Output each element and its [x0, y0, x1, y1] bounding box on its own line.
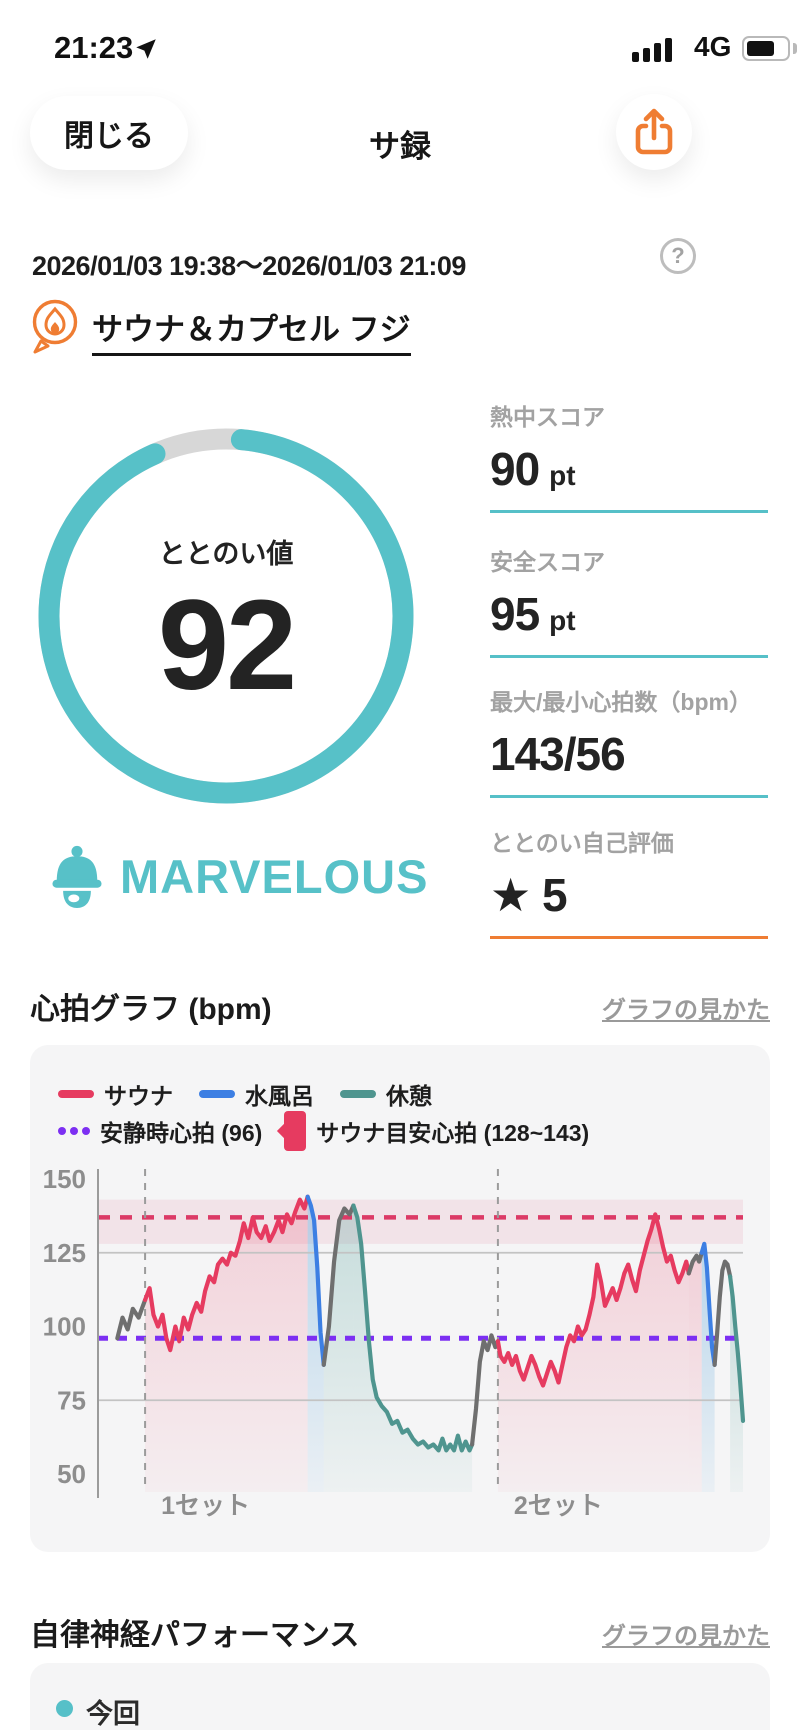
gauge-value: 92: [157, 574, 297, 717]
phase-area-fill: [323, 1205, 354, 1492]
hr-section-title: 心拍グラフ (bpm): [30, 993, 272, 1026]
stat-unit: pt: [549, 605, 576, 636]
hr-legend-row-2: 安静時心拍 (96) サウナ目安心拍 (128~143): [58, 1111, 589, 1151]
hr-segment-rest: [351, 1203, 475, 1453]
ans-section-title: 自律神経パフォーマンス: [30, 1619, 360, 1652]
stat-value: 95: [490, 588, 540, 640]
stat-underline: [490, 795, 768, 798]
hr-legend-row-1: サウナ 水風呂 休憩: [58, 1077, 432, 1111]
hr-segment-rest: [727, 1274, 746, 1423]
hr-segment-transition: [686, 1250, 704, 1276]
stat-underline: [490, 936, 768, 939]
current-session-dot: [56, 1700, 73, 1717]
rating-row: MARVELOUS: [48, 844, 428, 908]
page-title: サ録: [369, 129, 431, 164]
signal-strength-icon: [632, 36, 684, 62]
phase-area-fill: [701, 1243, 715, 1492]
phase-area-fill: [688, 1252, 702, 1492]
rating-label: MARVELOUS: [120, 849, 429, 903]
resting-hr-dotted-swatch: [58, 1127, 90, 1135]
share-button[interactable]: [616, 94, 692, 170]
stat-label: ととのい自己評価: [490, 830, 674, 856]
hr-segment-cold: [699, 1241, 717, 1367]
stat-heat-score: 熱中スコア 90 pt: [490, 398, 768, 513]
current-session-label: 今回: [86, 1699, 140, 1729]
hr-segment-cold: [305, 1194, 326, 1367]
stat-underline: [490, 655, 768, 658]
ans-chart-card: [30, 1663, 770, 1730]
phase-area-fill: [145, 1196, 308, 1492]
venue-link[interactable]: サウナ＆カプセル フジ: [92, 304, 411, 356]
battery-nub: [793, 43, 797, 54]
stat-self-rating: ととのい自己評価 ★ 5: [490, 824, 768, 939]
hr-chart-card: サウナ 水風呂 休憩 安静時心拍 (96) サウナ目安心拍 (128~143): [30, 1045, 770, 1552]
stat-value: 90: [490, 443, 540, 495]
help-icon[interactable]: ?: [660, 238, 696, 274]
stat-underline: [490, 510, 768, 513]
legend-item-rest: 休憩: [340, 1077, 432, 1111]
legend-item-target-band: サウナ目安心拍 (128~143): [277, 1111, 589, 1151]
hr-segment-sauna: [142, 1194, 310, 1353]
phase-area-fill: [307, 1196, 324, 1492]
close-button[interactable]: 閉じる: [30, 96, 188, 170]
legend-item-sauna: サウナ: [58, 1077, 173, 1111]
hr-segment-transition: [712, 1259, 733, 1367]
stat-value: 143/56: [490, 728, 626, 780]
y-tick-label: 50: [57, 1459, 86, 1489]
network-type: 4G: [694, 31, 732, 62]
hr-segment-transition: [470, 1333, 500, 1447]
sauna-hat-icon: [52, 845, 102, 908]
phase-area-fill: [730, 1276, 743, 1492]
set-marker-label: 2セット: [514, 1492, 603, 1520]
y-tick-label: 125: [43, 1238, 86, 1268]
y-tick-label: 100: [43, 1312, 86, 1342]
stat-label: 最大/最小心拍数（bpm）: [490, 689, 752, 715]
ans-graph-help-link[interactable]: グラフの見かた: [602, 1616, 770, 1651]
flame-pin-icon: [32, 299, 78, 354]
share-icon: [635, 108, 673, 155]
hr-segment-sauna: [495, 1212, 691, 1388]
hr-segment-transition: [115, 1297, 148, 1341]
status-time: 21:23: [54, 30, 134, 65]
location-arrow-icon: [136, 39, 156, 59]
stat-label: 熱中スコア: [490, 404, 605, 430]
hr-graph-help-link[interactable]: グラフの見かた: [602, 990, 770, 1025]
legend-item-coldbath: 水風呂: [199, 1077, 314, 1111]
battery-icon: [742, 36, 790, 61]
sauna-target-band: [98, 1199, 743, 1244]
stat-label: 安全スコア: [490, 549, 605, 575]
set-marker-label: 1セット: [161, 1492, 250, 1520]
rest-line-swatch: [340, 1090, 376, 1098]
stat-max-min-hr: 最大/最小心拍数（bpm） 143/56: [490, 683, 768, 798]
stat-safety-score: 安全スコア 95 pt: [490, 543, 768, 658]
session-datetime-range: 2026/01/03 19:38～2026/01/03 21:09: [32, 251, 466, 281]
hr-segment-transition: [321, 1203, 356, 1367]
coldbath-line-swatch: [199, 1090, 235, 1098]
target-band-swatch: [277, 1111, 307, 1151]
star-rating-value: ★ 5: [490, 869, 568, 921]
totonoi-gauge-ring: [38, 428, 414, 804]
legend-item-resting-hr: 安静時心拍 (96): [58, 1114, 262, 1148]
sauna-line-swatch: [58, 1090, 94, 1098]
stat-unit: pt: [549, 460, 576, 491]
heart-rate-chart: 1セット 2セット 150 125 100 75 50: [43, 1164, 746, 1520]
phase-area-fill: [497, 1214, 689, 1492]
phase-area-fill: [353, 1205, 473, 1492]
y-tick-label: 75: [57, 1385, 86, 1415]
gauge-label: ととのい値: [158, 539, 294, 569]
y-tick-label: 150: [43, 1164, 86, 1194]
